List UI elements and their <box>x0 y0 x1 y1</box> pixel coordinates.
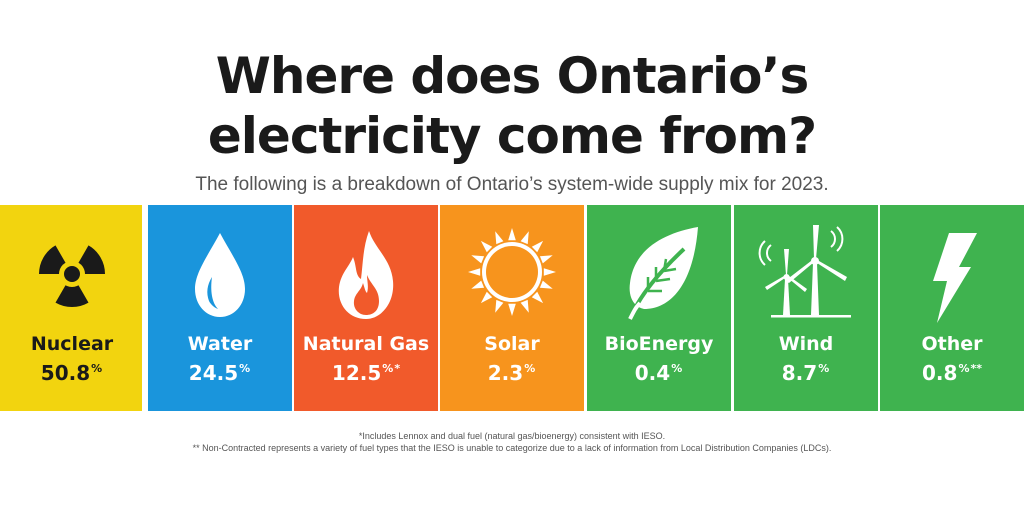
sun-ray <box>539 255 553 264</box>
source-label: Solar <box>484 333 540 355</box>
radiation-icon <box>0 219 144 329</box>
flame-icon <box>294 219 438 329</box>
source-label: Natural Gas <box>302 333 430 355</box>
footnote-natural-gas: *Includes Lennox and dual fuel (natural … <box>358 431 666 441</box>
tile-solar: Solar 2.3% <box>440 205 584 411</box>
sun-ray <box>531 291 544 304</box>
sun-ray <box>520 299 529 313</box>
sun-icon <box>440 219 584 329</box>
source-value: 24.5% <box>188 361 251 385</box>
tile-water: Water 24.5% <box>148 205 292 411</box>
subtitle: The following is a breakdown of Ontario’… <box>195 174 829 195</box>
sun-ray <box>508 228 516 241</box>
source-label: Other <box>921 333 983 355</box>
sun-ray <box>480 291 493 304</box>
sun-ray <box>520 231 529 245</box>
leaf-icon <box>587 219 731 329</box>
source-value: 12.5%* <box>331 361 401 385</box>
footnote-other: ** Non-Contracted represents a variety o… <box>192 443 832 453</box>
sun-ray <box>480 240 493 253</box>
sun-ray <box>495 231 504 245</box>
tile-bioenergy: BioEnergy 0.4% <box>587 205 731 411</box>
source-label: Nuclear <box>30 333 114 355</box>
lightning-icon <box>880 219 1024 329</box>
source-label: Water <box>187 333 253 355</box>
tile-nuclear: Nuclear 50.8% <box>0 205 142 411</box>
tile-natural-gas: Natural Gas 12.5%* <box>294 205 438 411</box>
page-title-line-2: electricity come from? <box>207 107 817 165</box>
source-value: 0.4% <box>634 361 683 385</box>
source-value: 8.7% <box>781 361 830 385</box>
water-drop-icon <box>148 219 292 329</box>
sun-ray <box>471 280 485 289</box>
sun-ray <box>531 240 544 253</box>
sun-ray <box>543 268 556 276</box>
source-value: 0.8%** <box>922 361 982 385</box>
supply-mix-tiles: Nuclear 50.8% Water 24.5% Natural Gas 12… <box>0 205 1024 411</box>
sun-ray <box>471 255 485 264</box>
source-label: BioEnergy <box>604 333 714 355</box>
sun-ray <box>495 299 504 313</box>
wind-turbine-icon <box>734 219 878 329</box>
sun-ray <box>468 268 481 276</box>
tile-wind: Wind 8.7% <box>734 205 878 411</box>
source-value: 2.3% <box>487 361 536 385</box>
source-value: 50.8% <box>40 361 103 385</box>
sun-ray <box>539 280 553 289</box>
tile-other: Other 0.8%** <box>880 205 1024 411</box>
page-title-line-1: Where does Ontario’s <box>215 47 810 105</box>
sun-ray <box>508 303 516 316</box>
source-label: Wind <box>778 333 834 355</box>
